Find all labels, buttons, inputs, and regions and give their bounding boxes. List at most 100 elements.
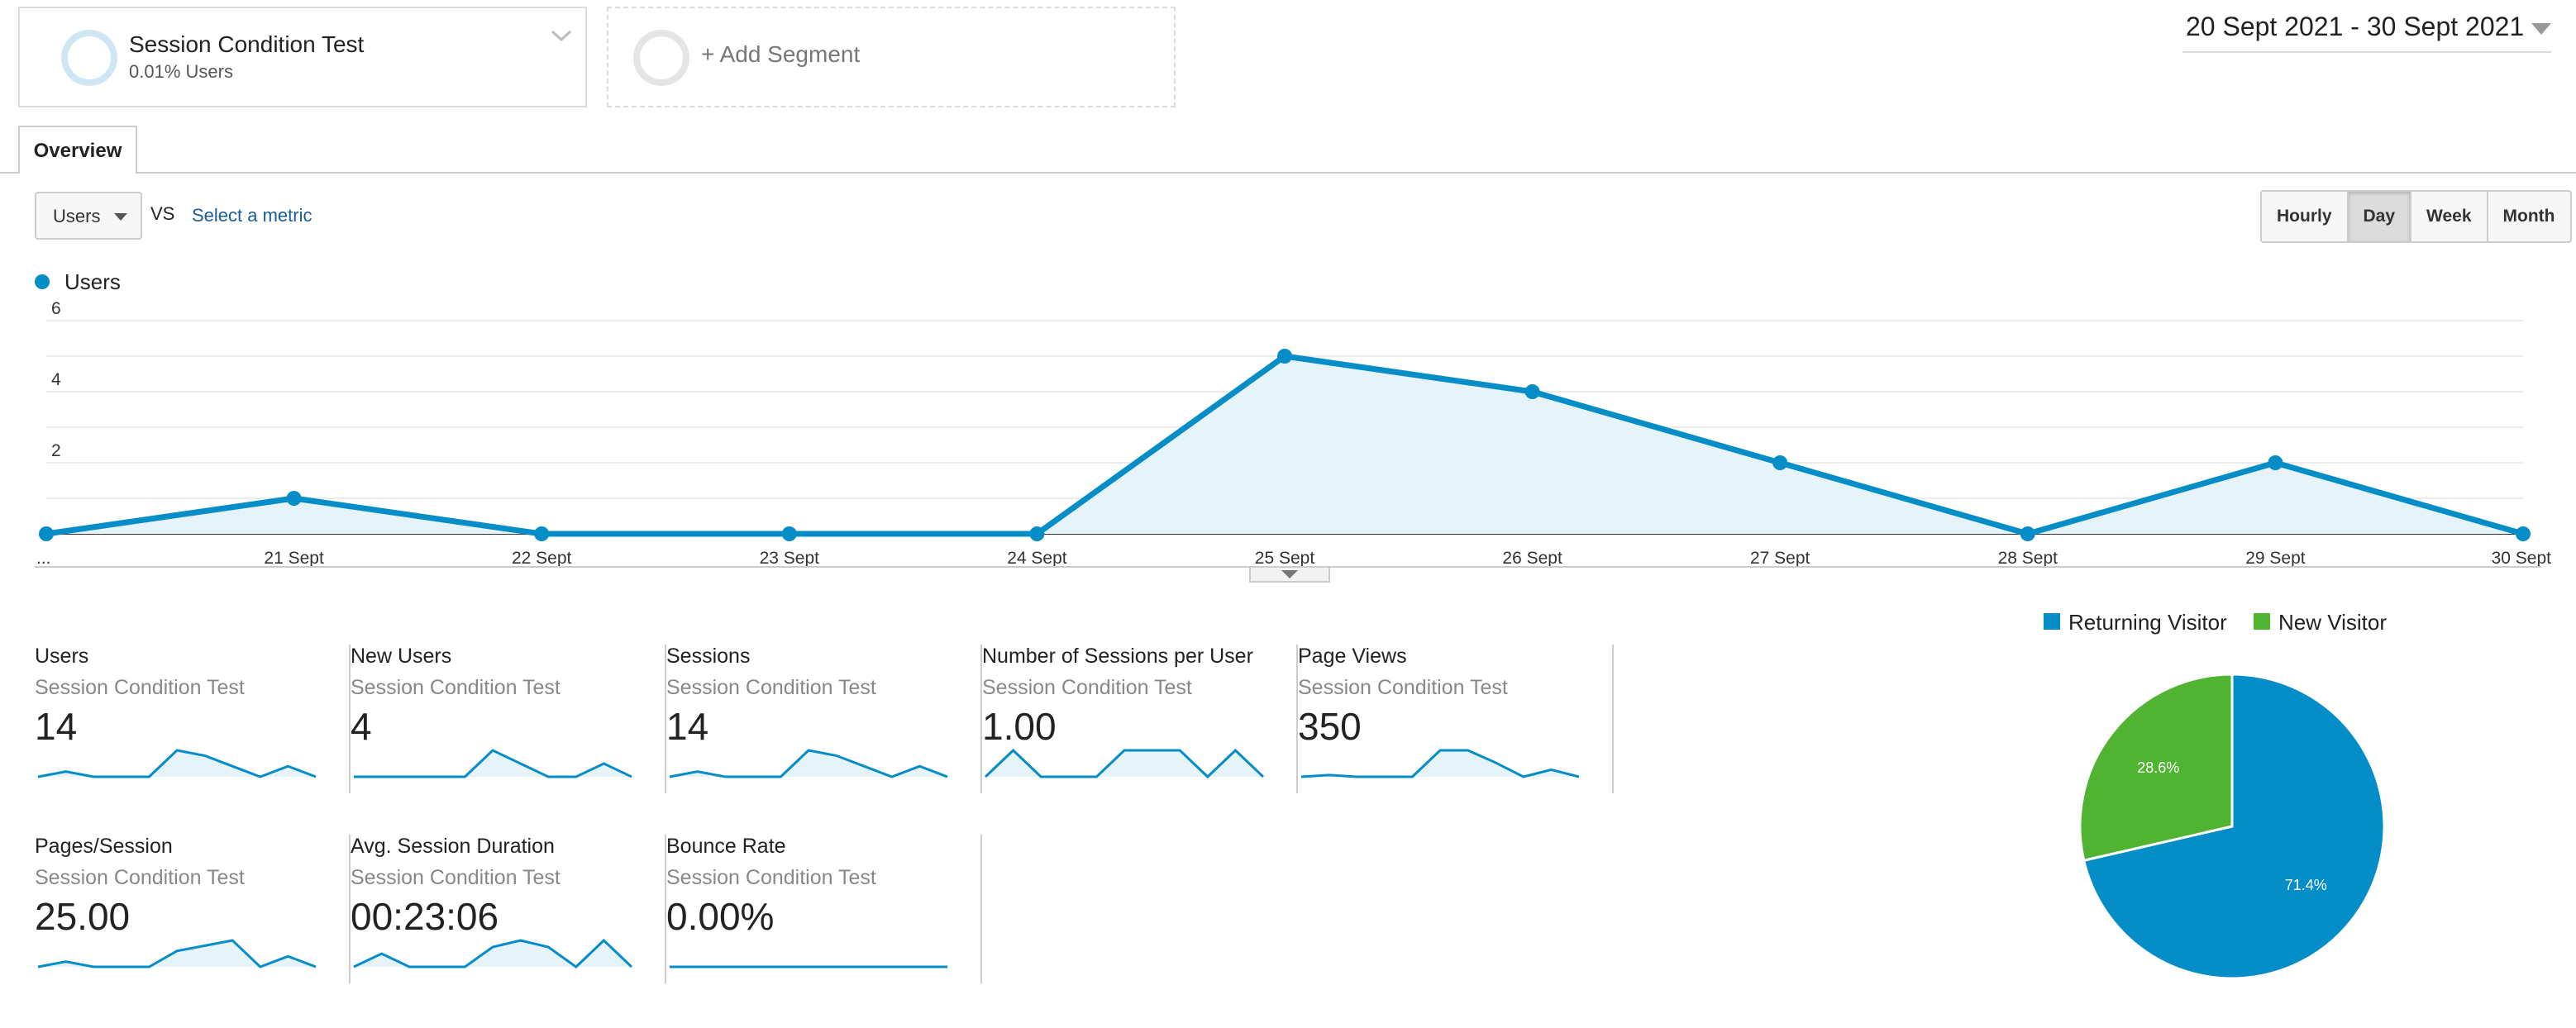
data-point [1524, 384, 1540, 399]
scorecard-sparkline [354, 749, 632, 778]
scorecard-value: 14 [666, 705, 709, 748]
scorecard-sparkline [669, 749, 948, 778]
data-point [534, 526, 550, 541]
sparkline-area [38, 750, 316, 777]
scorecard-segment: Session Condition Test [1298, 676, 1508, 699]
y-tick-label: 6 [51, 299, 61, 318]
granularity-month-button[interactable]: Month [2488, 192, 2570, 241]
x-tick-label: 21 Sept [264, 549, 324, 568]
scorecard-value: 25.00 [35, 895, 131, 938]
scorecard-sparkline [37, 749, 317, 778]
x-tick-label: 27 Sept [1750, 549, 1810, 568]
legend-new-label[interactable]: New Visitor [2278, 610, 2388, 635]
x-tick-label: 25 Sept [1255, 549, 1315, 568]
y-tick-label: 2 [51, 441, 61, 460]
sparkline-line [1300, 749, 1580, 778]
legend-users-marker [35, 274, 50, 289]
sparkline-area [670, 750, 947, 777]
users-line-chart: 2 4 6... 21 Sept 22 Sept 23 Sept 24 Sept 25 Sep… [35, 299, 2552, 583]
scorecard[interactable]: Bounce Rate Session Condition Test 0.00% [666, 835, 982, 983]
data-point [1029, 526, 1045, 541]
scorecard-value: 0.00% [666, 895, 775, 938]
segment-ring-icon [61, 30, 117, 86]
scorecard-segment: Session Condition Test [35, 866, 245, 889]
data-point [1772, 455, 1788, 470]
scorecard-segment: Session Condition Test [351, 676, 561, 699]
x-tick-label: 30 Sept [2492, 549, 2552, 568]
date-range-picker[interactable]: 20 Sept 2021 - 30 Sept 2021 [2182, 8, 2551, 53]
x-tick-label: 28 Sept [1998, 549, 2058, 568]
scorecard[interactable]: Number of Sessions per User Session Condi… [982, 645, 1298, 793]
scorecard-value: 00:23:06 [351, 895, 499, 938]
pie-slice-label: 71.4% [2285, 877, 2327, 893]
scorecard-title: Number of Sessions per User [982, 645, 1253, 668]
segment-name: Session Condition Test [129, 31, 365, 57]
sparkline-line [354, 749, 632, 778]
tab-overview[interactable]: Overview [18, 126, 137, 174]
select-metric-link[interactable]: Select a metric [192, 205, 312, 226]
segment-share: 0.01% Users [129, 61, 233, 82]
caret-down-icon [114, 213, 127, 221]
data-point [2268, 455, 2283, 470]
scorecard[interactable]: Page Views Session Condition Test 350 [1298, 645, 1614, 793]
caret-down-icon [1281, 570, 1298, 578]
pie-slice-new[interactable] [2078, 673, 2234, 863]
sparkline-area [38, 940, 316, 967]
scorecard-title: Avg. Session Duration [351, 835, 555, 858]
sparkline-area [354, 750, 632, 777]
granularity-hourly-button[interactable]: Hourly [2262, 192, 2349, 241]
sparkline-area [985, 750, 1263, 777]
scorecard-title: Bounce Rate [666, 835, 786, 858]
add-segment-label: + Add Segment [701, 41, 861, 67]
add-segment-button[interactable]: + Add Segment [607, 7, 1176, 107]
tab-divider [0, 172, 2576, 174]
scorecard-value: 14 [35, 705, 78, 748]
legend-users-label[interactable]: Users [64, 269, 121, 294]
x-tick-label: ... [36, 549, 51, 568]
y-tick-label: 4 [51, 370, 61, 389]
scorecard[interactable]: New Users Session Condition Test 4 [351, 645, 666, 793]
pie-slice-label: 28.6% [2137, 759, 2179, 776]
x-tick-label: 24 Sept [1007, 549, 1067, 568]
scorecard-value: 350 [1298, 705, 1362, 748]
sparkline-line [669, 749, 948, 778]
scorecard-segment: Session Condition Test [351, 866, 561, 889]
data-point [781, 526, 797, 541]
scorecard[interactable]: Users Session Condition Test 14 [35, 645, 351, 793]
sparkline-line [37, 939, 317, 969]
granularity-toggle: Hourly Day Week Month [2260, 190, 2572, 243]
scorecard-title: Pages/Session [35, 835, 173, 858]
series-users-area [46, 356, 2523, 534]
scorecard[interactable]: Avg. Session Duration Session Condition T… [351, 835, 666, 983]
x-tick-label: 23 Sept [760, 549, 820, 568]
vs-label: VS [150, 203, 175, 224]
x-tick-label: 26 Sept [1502, 549, 1562, 568]
scorecard-segment: Session Condition Test [982, 676, 1192, 699]
segment-card[interactable]: Session Condition Test 0.01% Users [18, 7, 587, 107]
scorecard-title: Page Views [1298, 645, 1407, 668]
data-point [1277, 349, 1292, 364]
pie-slice-returning[interactable] [2082, 673, 2386, 980]
scorecard[interactable]: Pages/Session Session Condition Test 25.00 [35, 835, 351, 983]
data-point [2020, 526, 2035, 541]
scorecard-title: Users [35, 645, 89, 668]
sparkline-line [353, 938, 633, 969]
data-point [39, 526, 54, 541]
x-tick-label: 22 Sept [512, 549, 572, 568]
scorecard-value: 4 [351, 705, 372, 748]
sparkline-line [984, 748, 1265, 779]
metric-dropdown[interactable]: Users [35, 192, 142, 240]
granularity-day-button[interactable]: Day [2348, 192, 2412, 241]
scorecard-title: New Users [351, 645, 452, 668]
scorecard-sparkline [670, 965, 947, 969]
legend-returning-label[interactable]: Returning Visitor [2068, 610, 2227, 635]
x-tick-label: 29 Sept [2245, 549, 2306, 568]
chevron-down-icon[interactable] [549, 23, 574, 48]
data-point [286, 491, 302, 506]
scorecard-title: Sessions [666, 645, 751, 668]
scorecard-sparkline [1300, 749, 1580, 778]
granularity-week-button[interactable]: Week [2411, 192, 2488, 241]
scorecard[interactable]: Sessions Session Condition Test 14 [666, 645, 982, 793]
legend-new-marker [2254, 613, 2270, 630]
scorecard-sparkline [37, 939, 317, 969]
